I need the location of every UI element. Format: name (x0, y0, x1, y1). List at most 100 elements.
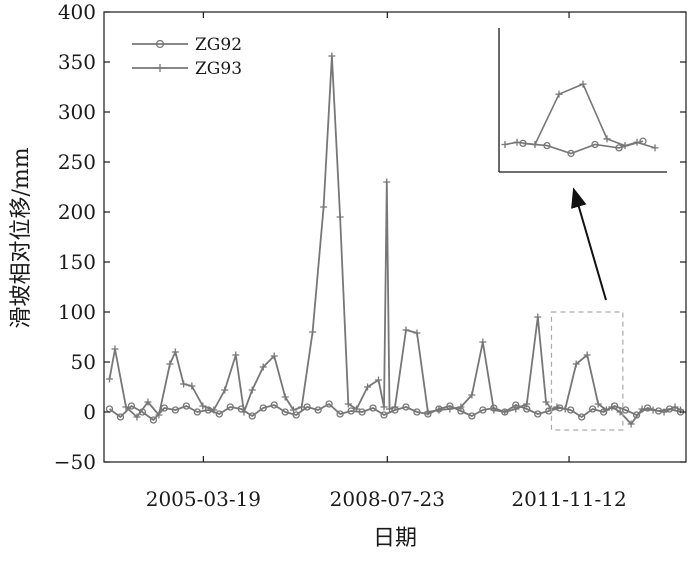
data-point-zg93 (259, 363, 267, 371)
data-point-zg93 (232, 351, 240, 359)
inset-data-point-zg92 (639, 137, 647, 145)
data-point-zg92 (479, 406, 487, 414)
data-point-zg92 (193, 408, 201, 416)
data-point-zg92 (314, 406, 322, 414)
y-tick-label: 400 (58, 0, 96, 24)
inset-data-point-zg92 (615, 144, 623, 152)
inset-series-line-zg93 (504, 83, 656, 149)
data-point-zg92 (237, 405, 245, 413)
data-point-zg92 (665, 405, 674, 413)
data-point-zg92 (589, 405, 597, 413)
data-point-zg93 (289, 406, 297, 414)
data-point-zg92 (402, 403, 410, 411)
data-point-zg93 (328, 52, 336, 60)
data-point-zg92 (358, 408, 366, 416)
data-point-zg93 (627, 420, 635, 428)
data-point-zg93 (542, 398, 550, 406)
inset-data-point-zg92 (543, 141, 551, 150)
x-axis-label: 日期 (373, 526, 417, 551)
data-point-zg93 (364, 383, 372, 391)
data-point-zg92 (292, 411, 300, 419)
data-point-zg93 (199, 402, 207, 410)
inset-data-point-zg93 (579, 80, 587, 88)
data-point-zg92 (127, 402, 136, 410)
data-point-zg92 (391, 406, 399, 414)
data-point-zg92 (556, 404, 564, 412)
data-point-zg92 (204, 406, 212, 414)
data-point-zg92 (149, 416, 158, 424)
data-point-zg93 (583, 351, 591, 359)
y-tick-label: 200 (58, 200, 96, 224)
data-point-zg93 (402, 326, 410, 334)
data-point-zg92 (248, 412, 256, 420)
data-point-zg93 (221, 386, 229, 394)
data-point-zg92 (105, 405, 114, 413)
data-point-zg93 (336, 213, 344, 221)
y-tick-label: 100 (58, 300, 96, 324)
legend: ZG92 ZG93 (132, 35, 242, 79)
y-tick-label: 150 (58, 250, 96, 274)
data-point-zg92 (171, 406, 180, 414)
data-point-zg92 (325, 400, 333, 408)
data-point-zg92 (336, 410, 344, 418)
data-point-zg92 (182, 402, 191, 410)
data-point-zg92 (160, 404, 169, 412)
legend-marker-zg93 (156, 64, 164, 72)
data-point-zg92 (138, 408, 147, 416)
data-point-zg93 (111, 345, 119, 353)
data-point-zg93 (155, 411, 163, 419)
data-point-zg92 (512, 401, 520, 409)
data-point-zg92 (446, 402, 454, 410)
data-point-zg92 (413, 408, 421, 416)
data-point-zg93 (270, 352, 278, 360)
x-tick-label: 2011-11-12 (511, 487, 626, 511)
y-tick-label: 50 (71, 350, 96, 374)
inset-data-point-zg92 (519, 139, 527, 148)
data-point-zg92 (380, 411, 388, 419)
inset-data-point-zg93 (603, 135, 611, 143)
inset-data-point-zg92 (567, 149, 575, 158)
inset-data-point-zg93 (513, 138, 521, 146)
data-point-zg92 (501, 408, 509, 416)
data-point-zg92 (270, 401, 278, 409)
inset-series-line-zg92 (522, 140, 644, 155)
inset-data-point-zg93 (651, 144, 659, 152)
data-point-zg93 (413, 329, 421, 337)
y-tick-label: 350 (58, 50, 96, 74)
data-point-zg93 (133, 413, 141, 421)
x-tick-label: 2005-03-19 (146, 487, 261, 511)
y-tick-label: 300 (58, 100, 96, 124)
data-point-zg93 (534, 313, 542, 321)
data-point-zg93 (375, 376, 383, 384)
zoom-arrow (571, 187, 607, 301)
data-point-zg93 (468, 391, 476, 399)
y-tick-label: 0 (83, 400, 96, 424)
data-point-zg93 (320, 203, 328, 211)
data-point-zg92 (424, 410, 432, 418)
data-point-zg92 (632, 411, 641, 419)
data-point-zg93 (479, 338, 487, 346)
data-point-zg92 (643, 404, 652, 412)
data-point-zg92 (259, 404, 267, 412)
data-point-zg92 (215, 410, 223, 418)
axes: −50 0 50 100 150 200 250 300 350 400 2005-03-19 200… (54, 0, 686, 511)
data-point-zg93 (105, 375, 113, 383)
data-point-zg92 (457, 407, 465, 415)
data-point-zg93 (671, 403, 679, 411)
data-point-zg92 (226, 403, 234, 411)
data-point-zg93 (180, 380, 188, 388)
data-point-zg92 (490, 404, 498, 412)
series-line-zg93 (108, 55, 681, 425)
inset-data-point-zg93 (555, 90, 563, 98)
legend-label-zg92: ZG92 (195, 35, 242, 55)
y-tick-label: 250 (58, 150, 96, 174)
inset-data-point-zg92 (591, 140, 599, 149)
data-point-zg92 (369, 404, 377, 412)
data-point-zg92 (654, 407, 663, 415)
data-point-zg92 (281, 408, 289, 416)
y-axis-label: 滑坡相对位移/mm (9, 147, 34, 328)
data-point-zg92 (116, 413, 125, 421)
data-point-zg92 (303, 403, 311, 411)
